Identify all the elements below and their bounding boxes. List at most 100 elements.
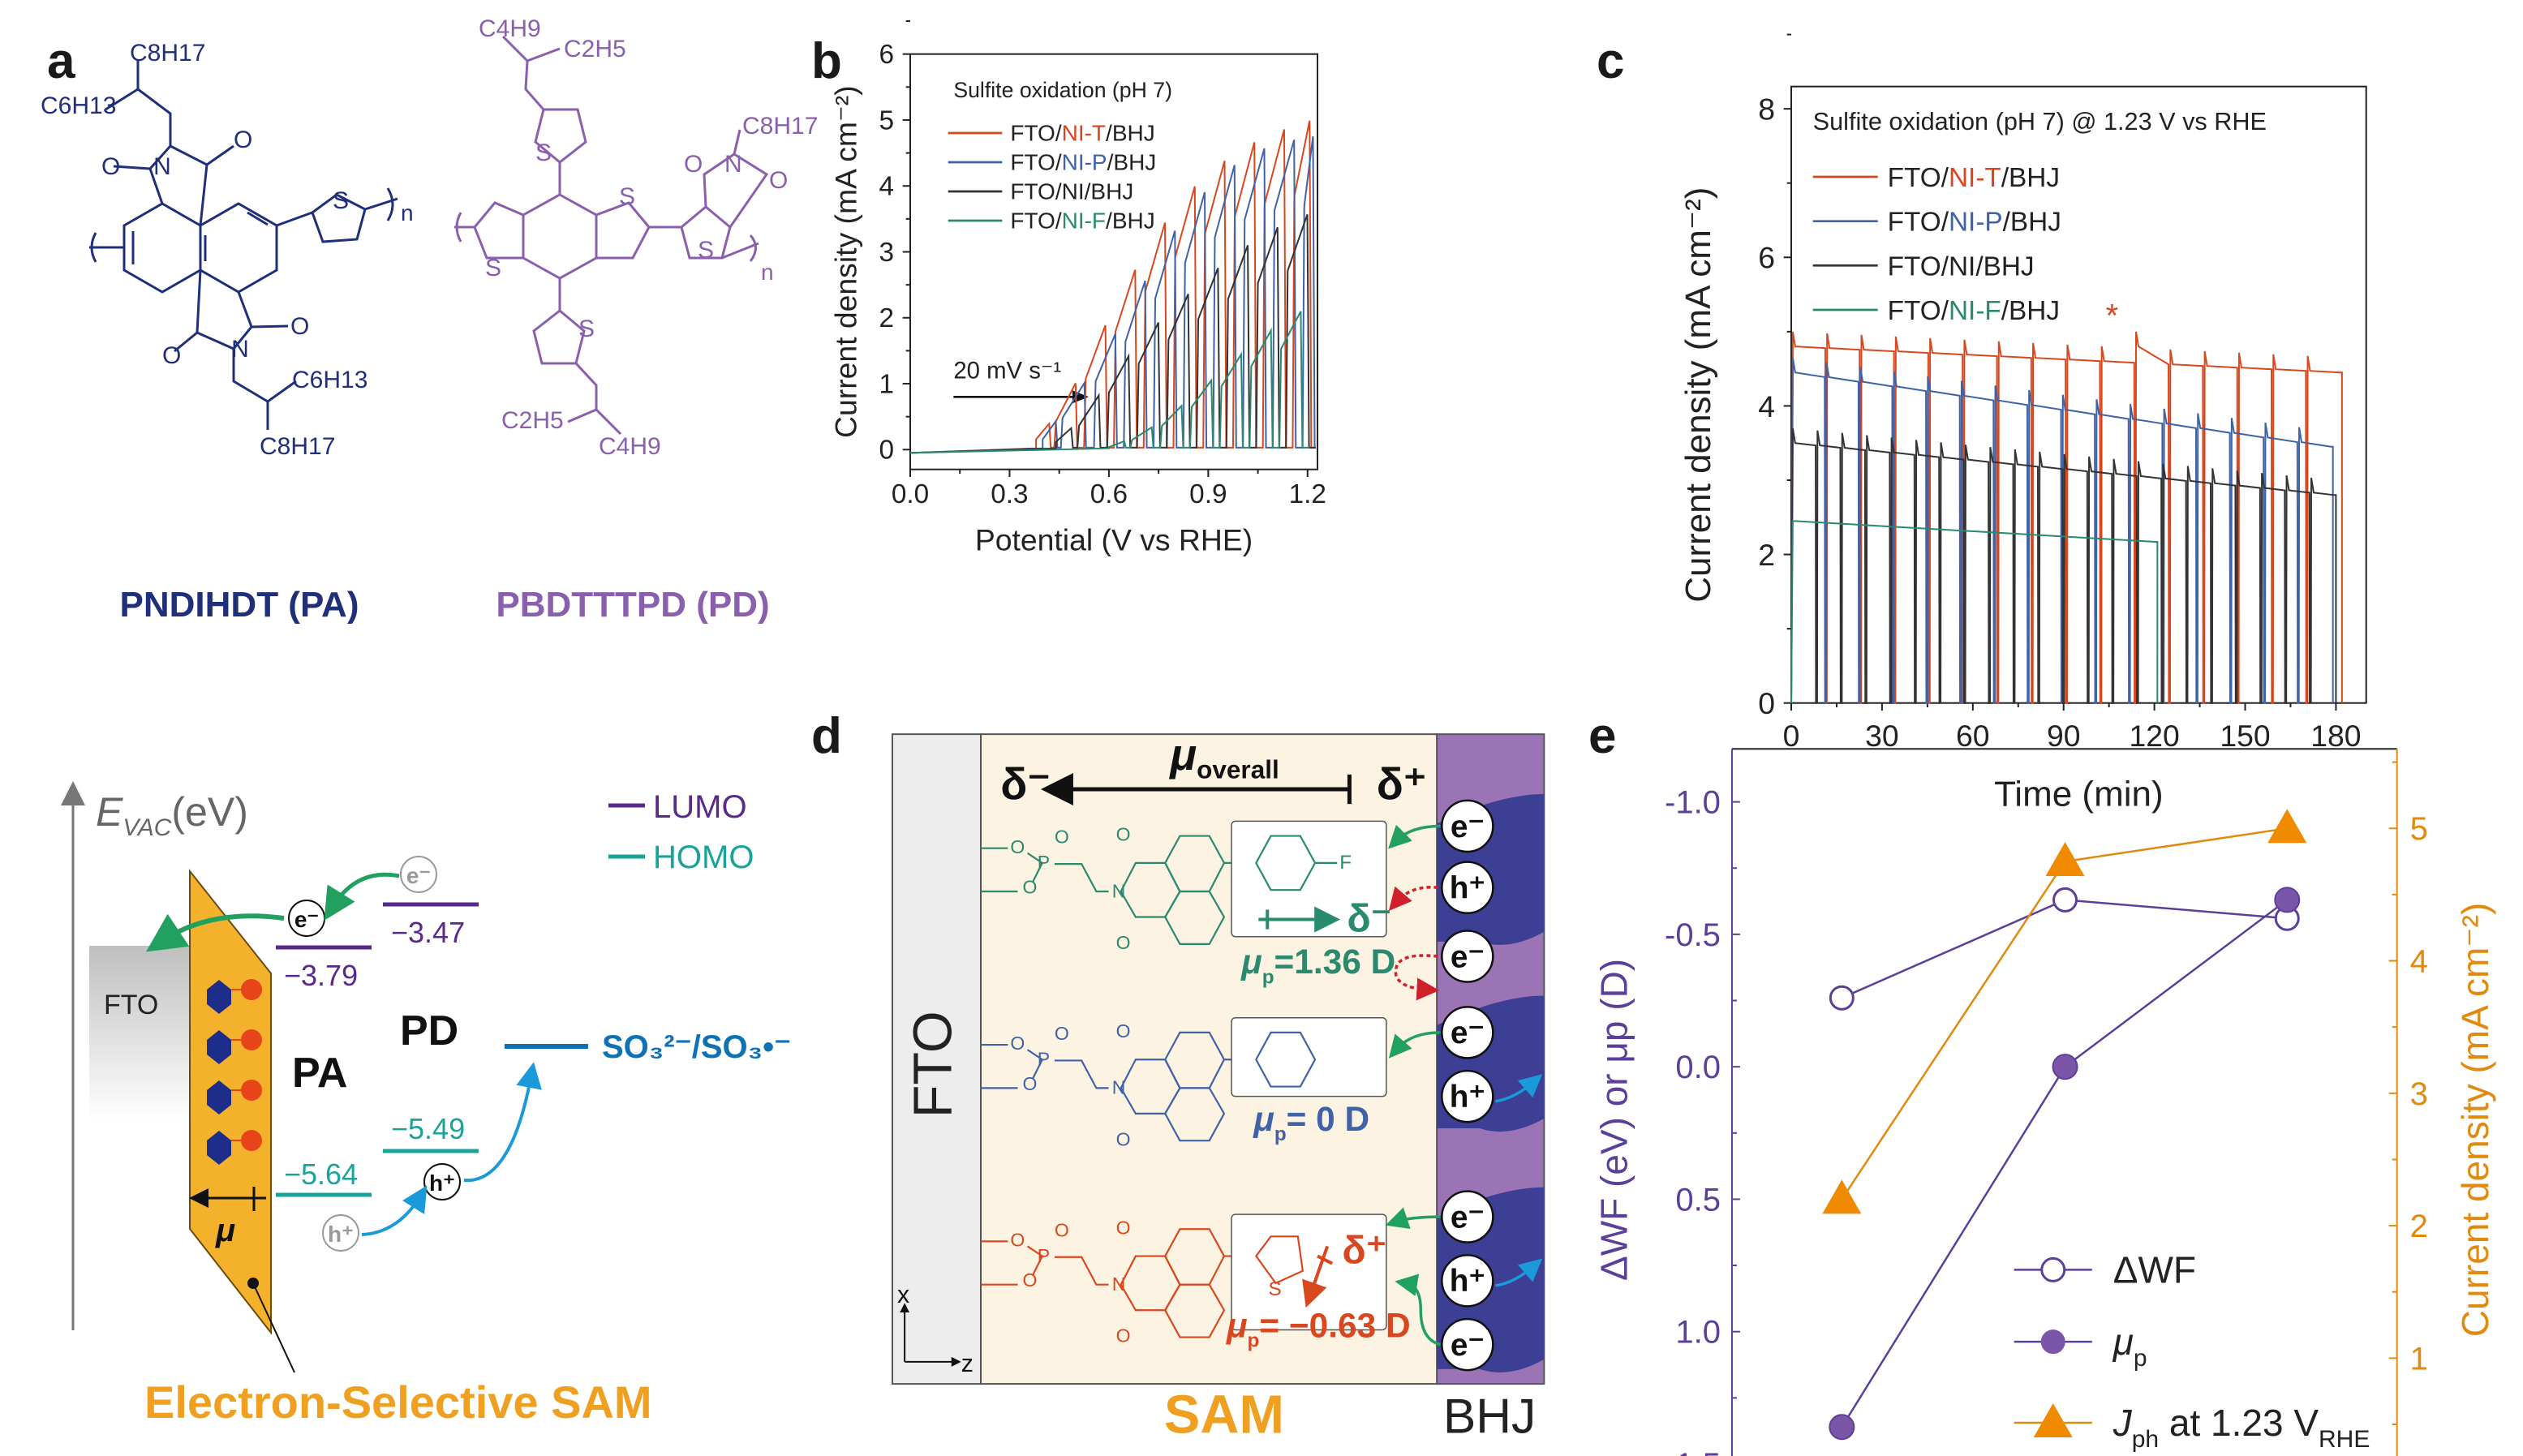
atom-s: S bbox=[535, 140, 552, 166]
carrier-circle bbox=[1441, 1317, 1494, 1372]
y-tick-label: 4 bbox=[1758, 389, 1775, 423]
chart-c: 0 30 60 90 120 150 180 0 2 4 6 8 Time (min) Current d… bbox=[1678, 33, 2367, 814]
carrier-circle bbox=[1441, 1190, 1494, 1243]
atom-s: S bbox=[578, 316, 595, 342]
carrier-circle bbox=[1441, 930, 1494, 983]
legend-entry: FTO/NI/BHJ bbox=[1888, 251, 2035, 281]
electron-carrier: e⁻ bbox=[1441, 930, 1494, 983]
sam-dipole-mu: μ bbox=[215, 1213, 235, 1248]
carrier-circle bbox=[1441, 1254, 1494, 1308]
fto-slab bbox=[891, 733, 982, 1385]
series-line bbox=[1790, 331, 2343, 704]
pd-repeat-n: n bbox=[761, 260, 774, 285]
scan-rate-annotation: 20 mV s⁻¹ bbox=[953, 357, 1061, 384]
y-tick-label: 2 bbox=[1758, 538, 1775, 572]
y-right-tick-label: 3 bbox=[2410, 1076, 2428, 1112]
sam-pointer-line bbox=[252, 1282, 295, 1373]
atom-s: S bbox=[1268, 1278, 1281, 1300]
series-line bbox=[1790, 520, 2159, 703]
carrier-label: e⁻ bbox=[1451, 939, 1485, 974]
atom-o: O bbox=[1023, 1073, 1038, 1094]
carrier-circle bbox=[1441, 861, 1494, 914]
atom-o: O bbox=[1010, 1229, 1025, 1250]
pd-atom-labels: S S S S S N O O C4H9 C2H5 C2H5 C4H9 C8H1… bbox=[479, 15, 818, 460]
overall-dipole-label: μoverall bbox=[1168, 730, 1279, 784]
x-tick-label: 0.9 bbox=[1189, 479, 1227, 509]
electron-carrier: e⁻ bbox=[1441, 1190, 1494, 1243]
x-axis-label: Time (min) bbox=[1994, 774, 2164, 814]
carrier-label: e⁻ bbox=[1451, 1328, 1485, 1363]
data-point-triangle bbox=[2045, 842, 2085, 877]
x-tick-label: 30 bbox=[1865, 719, 1899, 753]
atom-o: O bbox=[234, 127, 252, 153]
x-tick-label: 120 bbox=[2129, 719, 2179, 753]
legend-entry: FTO/NI-F/BHJ bbox=[1888, 296, 2060, 326]
fto-label: FTO bbox=[104, 990, 158, 1020]
x-tick-label: 180 bbox=[2310, 719, 2361, 753]
chart-title: Sulfite oxidation (pH 7) @ 1.23 V vs RHE bbox=[1813, 108, 2267, 135]
svg-text:LUMO: LUMO bbox=[653, 789, 747, 825]
data-point-triangle bbox=[2267, 809, 2307, 844]
atom-o: O bbox=[769, 167, 788, 194]
pd-substituent: C8H17 bbox=[742, 113, 818, 140]
pd-name: PBDTTTPD (PD) bbox=[496, 585, 769, 625]
legend-lumo: LUMO bbox=[608, 789, 747, 825]
ethyl-linker bbox=[1054, 862, 1109, 893]
atom-n: N bbox=[231, 336, 249, 363]
series-line bbox=[909, 120, 1316, 454]
plot-frame bbox=[1790, 85, 2367, 704]
panel-label-e: e bbox=[1588, 708, 1617, 764]
atom-o: O bbox=[1010, 836, 1025, 857]
atom-o: O bbox=[1023, 1269, 1038, 1291]
atom-o: O bbox=[1116, 824, 1131, 845]
dipole-value: μp= −0.63 D bbox=[1226, 1307, 1411, 1352]
x-tick-label: 60 bbox=[1956, 719, 1990, 753]
sam-caption: Electron-Selective SAM bbox=[144, 1377, 652, 1428]
pa-structure bbox=[89, 61, 398, 430]
y-tick-label: 3 bbox=[879, 238, 894, 268]
hole-oxidation-arrow bbox=[463, 1062, 542, 1183]
pd-substituent: C2H5 bbox=[564, 36, 626, 62]
y-right-axis-label: Current density (mA cm⁻²) bbox=[2454, 903, 2496, 1338]
series-line bbox=[1790, 427, 2337, 704]
electron-carrier: e⁻ bbox=[1441, 1006, 1494, 1059]
atom-n: N bbox=[724, 151, 742, 178]
hole-carrier: h⁺ bbox=[1441, 861, 1494, 914]
pa-name: PNDIHDT (PA) bbox=[120, 585, 359, 625]
hole-pd: h⁺ bbox=[423, 1163, 461, 1200]
atom-n: N bbox=[1112, 1273, 1126, 1295]
atom-o: O bbox=[1116, 932, 1131, 953]
data-point-filled-circle bbox=[1829, 1414, 1855, 1441]
atom-o: O bbox=[1055, 827, 1069, 848]
phosphonate bbox=[1026, 1049, 1044, 1080]
legend-marker bbox=[2040, 1256, 2066, 1282]
recombination-arrow bbox=[1394, 954, 1440, 1001]
chart-e-plot: -1.0-0.50.00.51.01.5012345NI-FNI-PNI-TΔW… bbox=[1592, 748, 2496, 1456]
legend-label: μp bbox=[2113, 1321, 2147, 1372]
carrier-circle bbox=[1441, 1069, 1494, 1123]
data-point-triangle bbox=[1822, 1179, 1862, 1214]
delta-plus-label: δ⁺ bbox=[1377, 759, 1427, 809]
svg-text:h⁺: h⁺ bbox=[429, 1170, 455, 1196]
series-line bbox=[1841, 899, 2289, 1428]
y-axis-label: Current density (mA cm⁻²) bbox=[828, 85, 862, 438]
aromatic-ring bbox=[1163, 890, 1226, 945]
fto-block bbox=[89, 946, 191, 1120]
energy-diagram: EVAC(eV) LUMO HOMO FTO μ −3.79 −3.47 −5.… bbox=[61, 781, 791, 1428]
y-left-tick-label: 0.5 bbox=[1675, 1182, 1721, 1218]
electron-transfer-arrow bbox=[1385, 1207, 1441, 1230]
series-line bbox=[1790, 357, 2334, 704]
y-left-tick-label: 0.0 bbox=[1675, 1050, 1721, 1085]
series-line bbox=[1841, 827, 2288, 1200]
chart-e: -1.0-0.50.00.51.01.5012345NI-FNI-PNI-TΔW… bbox=[1592, 748, 2496, 1456]
hole-transport-arrow bbox=[1495, 1258, 1543, 1287]
legend-entry: FTO/NI-P/BHJ bbox=[1888, 208, 2061, 238]
atom-p: P bbox=[1038, 1048, 1050, 1069]
atom-s: S bbox=[485, 255, 501, 281]
pd-lumo-value: −3.47 bbox=[391, 916, 465, 949]
pd-substituent: C4H9 bbox=[599, 433, 661, 460]
bhj-label: BHJ bbox=[1443, 1389, 1536, 1444]
chart-b-plot: 0.0 0.3 0.6 0.9 1.2 0 1 2 3 4 5 6 Potential (V vs RH… bbox=[828, 20, 1326, 557]
atom-o: O bbox=[1023, 876, 1038, 897]
panel-label-d: d bbox=[811, 708, 842, 764]
